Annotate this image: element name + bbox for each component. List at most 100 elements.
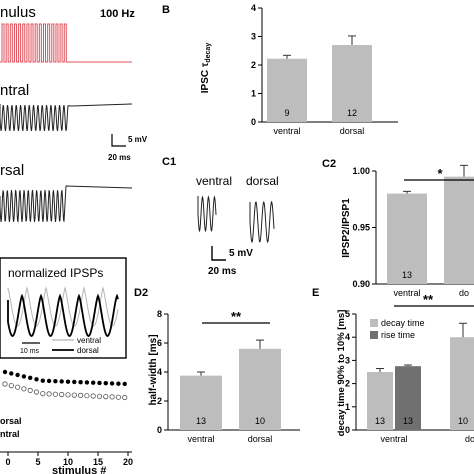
scale-bar-ms-label: 20 ms xyxy=(108,153,131,162)
dorsal-point xyxy=(97,380,102,386)
panel-d2-label: D2 xyxy=(134,287,148,299)
y-tick-label: 4 xyxy=(251,3,256,13)
y-tick-label: 0 xyxy=(251,117,256,127)
panel-c1-label: C1 xyxy=(162,156,176,168)
n-label: 13 xyxy=(375,416,385,426)
c1-dorsal-label: dorsal xyxy=(246,174,279,188)
n-label: 13 xyxy=(402,270,412,280)
n-label: 10 xyxy=(255,416,265,426)
significance-marker: ** xyxy=(231,309,242,324)
ventral-point xyxy=(46,391,52,397)
dorsal-point xyxy=(21,374,27,379)
ventral-point xyxy=(84,393,90,399)
y-tick-label: 2 xyxy=(157,396,162,406)
legend-rise-label: rise time xyxy=(381,330,415,340)
ventral-point xyxy=(52,391,59,397)
dorsal-point xyxy=(84,380,90,385)
category-label: ventral xyxy=(380,434,407,444)
category-label: do xyxy=(459,288,469,298)
y-tick-label: 6 xyxy=(157,338,162,348)
x-tick-label: 15 xyxy=(93,457,103,467)
y-tick-label: 0 xyxy=(157,425,162,435)
stimulus-x-label: stimulus # xyxy=(52,465,106,474)
category-label: ventral xyxy=(187,434,214,444)
bar xyxy=(267,58,307,122)
ventral-point xyxy=(65,392,71,398)
dorsal-trace xyxy=(0,185,133,224)
ventral-trace-label: ntral xyxy=(0,82,29,99)
inset-scale-label: 10 ms xyxy=(20,348,40,355)
dorsal-point xyxy=(78,380,83,385)
ventral-point xyxy=(21,386,27,392)
panel-c1: C1 ventral dorsal 5 mV 20 ms xyxy=(162,156,279,277)
y-tick-label: 5 xyxy=(345,309,350,319)
dorsal-point xyxy=(15,372,20,378)
bar xyxy=(239,348,281,430)
y-tick-label: 4 xyxy=(157,367,162,377)
panel-e-chart: E decay time 90% to 10% [ms] decay time … xyxy=(312,287,474,444)
dorsal-point xyxy=(65,379,71,384)
y-tick-label: 4 xyxy=(345,332,350,342)
dorsal-point xyxy=(28,375,33,380)
dorsal-point xyxy=(34,377,39,382)
y-tick-label: 2 xyxy=(251,60,256,70)
ventral-point xyxy=(90,393,96,399)
dorsal-point xyxy=(122,381,127,387)
inset-title: normalized IPSPs xyxy=(8,266,103,280)
legend-decay-swatch xyxy=(370,319,378,327)
stimulus-x-ticks: 0 5 10 15 20 xyxy=(5,452,133,467)
n-label: 10 xyxy=(458,416,468,426)
panel-c2-label: C2 xyxy=(322,158,336,170)
bar xyxy=(395,366,421,430)
dorsal-point xyxy=(59,379,64,384)
bar xyxy=(332,45,372,122)
inset-dorsal-trace xyxy=(7,293,119,337)
panel-c2-ylabel: IPSP2/IPSP1 xyxy=(341,198,352,258)
ventral-point xyxy=(2,381,8,387)
ventral-point xyxy=(33,389,40,395)
y-tick-label: 3 xyxy=(345,355,350,365)
ventral-point xyxy=(78,392,84,398)
dorsal-point xyxy=(72,379,77,385)
n-label: 12 xyxy=(347,108,357,118)
y-tick-label: 0.95 xyxy=(352,223,370,233)
ventral-point xyxy=(27,387,33,393)
x-tick-label: 20 xyxy=(123,457,133,467)
dorsal-point xyxy=(40,378,45,383)
significance-marker: * xyxy=(437,166,443,181)
category-label: do xyxy=(465,434,474,444)
significance-marker: ** xyxy=(423,292,434,307)
y-tick-label: 1 xyxy=(251,89,256,99)
dorsal-point xyxy=(46,378,52,384)
stim-side-label-1: orsal xyxy=(0,416,22,426)
panel-b-ylabel: IPSC τdecay xyxy=(200,43,212,94)
stim-side-label-2: ntral xyxy=(0,429,20,439)
dorsal-point xyxy=(9,371,14,376)
ventral-point xyxy=(15,384,21,390)
stimulus-plot xyxy=(2,369,128,401)
panel-d2-chart: D2 half-width [ms] 0 2 4 6 8 13 ventral 10 dorsa… xyxy=(134,287,300,444)
c1-scale-mv-label: 5 mV xyxy=(229,248,253,259)
bar xyxy=(367,372,393,430)
dorsal-trace-label: rsal xyxy=(0,162,24,179)
legend-decay-label: decay time xyxy=(381,318,425,328)
dorsal-point xyxy=(103,381,109,386)
ventral-point xyxy=(109,394,115,400)
scale-bar-c1 xyxy=(211,246,226,261)
panel-e-ylabel: decay time 90% to 10% [ms] xyxy=(336,310,347,437)
panel-d2-ylabel: half-width [ms] xyxy=(148,334,159,405)
c1-ventral-trace xyxy=(197,195,217,233)
c1-scale-ms-label: 20 ms xyxy=(208,266,237,277)
y-tick-label: 2 xyxy=(345,379,350,389)
dorsal-point xyxy=(91,380,96,385)
bar xyxy=(444,176,474,284)
frequency-label: 100 Hz xyxy=(100,8,135,20)
category-label: ventral xyxy=(273,126,300,136)
scale-bar-mv-label: 5 mV xyxy=(128,135,148,144)
ventral-point xyxy=(59,391,65,398)
bar xyxy=(387,193,427,284)
panel-a: nulus 100 Hz ntral 5 mV 20 ms rsal xyxy=(0,4,148,224)
category-label: dorsal xyxy=(248,434,273,444)
